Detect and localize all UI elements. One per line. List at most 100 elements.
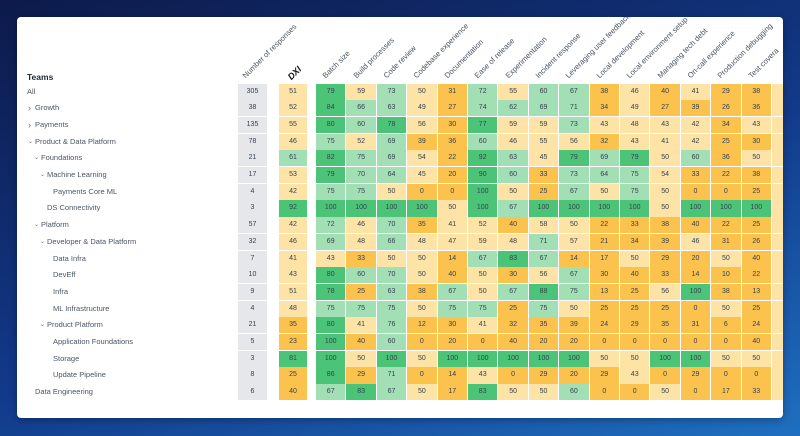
score-cell[interactable]: 30 (437, 317, 468, 334)
score-cell[interactable]: 50 (650, 200, 681, 217)
score-cell[interactable]: 79 (316, 83, 347, 100)
team-name[interactable]: Machine Learning (47, 170, 107, 179)
score-cell[interactable]: 29 (589, 367, 620, 384)
score-cell[interactable]: 100 (407, 200, 438, 217)
score-cell[interactable]: 50 (741, 150, 772, 167)
score-cell[interactable]: 77 (468, 116, 499, 134)
score-cell[interactable]: 52 (346, 133, 377, 150)
score-cell[interactable]: 73 (559, 167, 590, 184)
score-cell[interactable]: 60 (528, 83, 560, 100)
score-cell[interactable]: 100 (316, 334, 347, 351)
team-name[interactable]: Payments (35, 119, 69, 129)
chevron-right-icon[interactable]: › (28, 103, 31, 114)
score-cell[interactable]: 71 (376, 367, 408, 384)
score-cell[interactable]: 86 (316, 367, 347, 384)
score-cell[interactable]: 40 (620, 267, 651, 284)
score-cell[interactable]: 26 (741, 233, 772, 250)
score-cell[interactable]: 92 (468, 150, 499, 167)
score-cell[interactable]: 75 (468, 300, 499, 317)
score-cell[interactable]: 67 (559, 267, 590, 284)
score-cell[interactable]: 56 (407, 116, 438, 134)
score-cell[interactable]: 22 (437, 150, 468, 167)
score-cell[interactable]: 50 (741, 350, 772, 367)
score-cell[interactable]: 14 (437, 367, 468, 384)
score-cell[interactable]: 35 (528, 317, 560, 334)
score-cell[interactable]: 67 (468, 250, 499, 267)
score-cell[interactable]: 25 (650, 300, 681, 317)
score-cell[interactable]: 70 (376, 217, 408, 234)
chevron-down-icon[interactable]: ⌄ (40, 322, 46, 329)
score-cell[interactable]: 60 (376, 334, 408, 351)
score-cell[interactable]: 75 (346, 300, 377, 317)
score-cell[interactable]: 24 (741, 317, 772, 334)
score-cell[interactable]: 79 (559, 150, 590, 167)
score-cell[interactable]: 50 (589, 350, 620, 367)
score-cell[interactable]: 38 (711, 283, 742, 301)
score-cell[interactable]: 43 (620, 133, 651, 150)
score-cell[interactable]: 40 (650, 83, 681, 100)
score-cell[interactable]: 83 (498, 250, 529, 267)
score-cell[interactable]: 78 (316, 283, 347, 301)
score-cell[interactable]: 0 (589, 334, 620, 351)
score-cell[interactable]: 25 (346, 283, 377, 301)
score-cell[interactable]: 100 (468, 183, 499, 200)
score-cell[interactable]: 38 (650, 217, 681, 234)
score-cell[interactable]: 47 (437, 233, 468, 250)
score-cell[interactable]: 29 (711, 83, 742, 100)
score-cell[interactable]: 25 (498, 300, 529, 317)
score-cell[interactable]: 12 (407, 317, 438, 334)
score-cell[interactable]: 50 (437, 200, 468, 217)
score-cell[interactable]: 30 (741, 133, 772, 150)
score-cell[interactable]: 22 (711, 167, 742, 184)
score-cell[interactable]: 49 (407, 100, 438, 117)
score-cell[interactable]: 63 (498, 150, 529, 167)
team-name[interactable]: Developer & Data Platform (47, 236, 137, 246)
score-cell[interactable]: 50 (650, 183, 681, 200)
team-name[interactable]: Foundations (41, 153, 83, 163)
score-cell[interactable]: 20 (680, 250, 712, 267)
score-cell[interactable]: 45 (528, 150, 560, 167)
score-cell[interactable]: 39 (407, 133, 438, 150)
score-cell[interactable]: 60 (680, 150, 712, 167)
score-cell[interactable]: 50 (498, 183, 529, 200)
score-cell[interactable]: 22 (711, 217, 742, 234)
score-cell[interactable]: 60 (346, 267, 377, 284)
score-cell[interactable]: 69 (589, 150, 620, 167)
score-cell[interactable]: 33 (620, 217, 651, 234)
score-cell[interactable]: 20 (437, 167, 468, 184)
score-cell[interactable]: 41 (650, 133, 681, 150)
score-cell[interactable]: 79 (620, 150, 651, 167)
score-cell[interactable]: 22 (741, 267, 772, 284)
score-cell[interactable]: 73 (376, 83, 408, 100)
score-cell[interactable]: 17 (711, 384, 742, 401)
score-cell[interactable]: 57 (559, 233, 590, 250)
score-cell[interactable]: 75 (346, 183, 377, 200)
score-cell[interactable]: 71 (528, 233, 560, 250)
score-cell[interactable]: 100 (316, 200, 347, 217)
score-cell[interactable]: 33 (346, 250, 377, 267)
score-cell[interactable]: 55 (528, 133, 560, 150)
chevron-down-icon[interactable]: ⌄ (28, 138, 34, 145)
score-cell[interactable]: 100 (559, 350, 590, 367)
score-cell[interactable]: 50 (376, 250, 408, 267)
score-cell[interactable]: 60 (346, 116, 377, 134)
chevron-down-icon[interactable]: ⌄ (40, 172, 46, 178)
score-cell[interactable]: 75 (437, 300, 468, 317)
score-cell[interactable]: 80 (316, 267, 347, 284)
score-cell[interactable]: 100 (437, 350, 468, 367)
score-cell[interactable]: 48 (346, 233, 377, 250)
score-cell[interactable]: 75 (376, 300, 408, 317)
score-cell[interactable]: 75 (620, 167, 651, 184)
score-cell[interactable]: 71 (559, 100, 590, 117)
score-cell[interactable]: 50 (620, 350, 651, 367)
score-cell[interactable]: 27 (437, 100, 468, 117)
score-cell[interactable]: 29 (620, 317, 651, 334)
score-cell[interactable]: 78 (376, 116, 408, 134)
score-cell[interactable]: 50 (711, 350, 742, 367)
score-cell[interactable]: 43 (620, 367, 651, 384)
score-cell[interactable]: 50 (589, 183, 620, 200)
team-name[interactable]: Product & Data Platform (35, 136, 116, 146)
score-cell[interactable]: 55 (498, 83, 529, 100)
score-cell[interactable]: 100 (316, 350, 347, 367)
score-cell[interactable]: 56 (528, 267, 560, 284)
